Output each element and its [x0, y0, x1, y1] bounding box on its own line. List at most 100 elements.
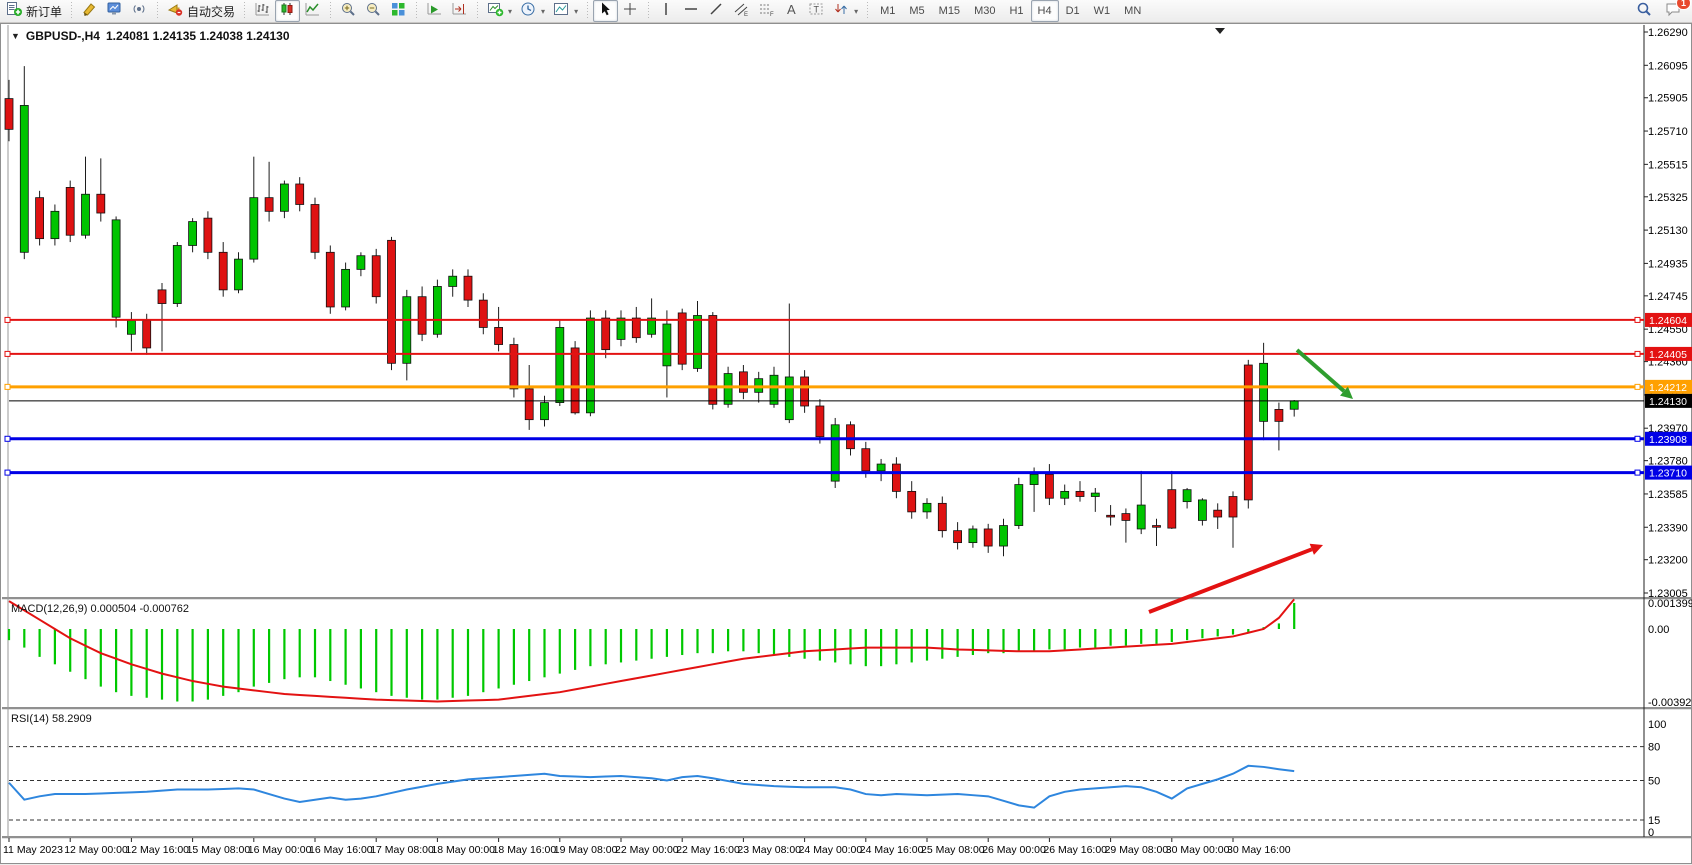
timeframe-label: W1 [1093, 5, 1111, 17]
auto-scroll-button[interactable] [422, 0, 447, 22]
chart-candles-button[interactable] [275, 0, 301, 22]
candle-bearish [1045, 473, 1054, 499]
text-button[interactable]: A [779, 0, 804, 22]
price-tick-label: 1.24745 [1648, 291, 1688, 303]
chart-canvas[interactable]: 1.26290 1.26095 1.25905 1.25710 1.25515 1.253… [1, 24, 1692, 865]
text-label-button[interactable]: T [804, 0, 829, 22]
line-anchor-handle[interactable] [4, 435, 11, 442]
rsi-line[interactable] [8, 764, 1295, 809]
price-tag-1.24604: 1.24604 [1645, 312, 1692, 327]
chart-line-button[interactable] [300, 0, 325, 22]
tf-m30[interactable]: M30 [967, 0, 1002, 22]
toolbar-separator [865, 2, 871, 20]
styler-button[interactable] [77, 0, 102, 22]
timeframe-label: D1 [1065, 5, 1080, 17]
candle-bearish [142, 320, 152, 349]
svg-text:T: T [814, 4, 820, 14]
tf-h4[interactable]: H4 [1030, 0, 1059, 22]
zoom-out-button[interactable] [361, 0, 386, 22]
candle-bullish [1182, 489, 1192, 503]
auto-trading-button[interactable]: 自动交易 [163, 0, 239, 22]
tf-d1[interactable]: D1 [1059, 0, 1087, 22]
support-line-1[interactable] [4, 435, 1644, 442]
line-anchor-handle[interactable] [1634, 383, 1641, 390]
red-up-arrow[interactable] [1148, 543, 1323, 614]
line-anchor-handle[interactable] [4, 316, 11, 323]
collapse-panel-icon[interactable]: ▼ [11, 31, 20, 41]
candle-bullish [586, 317, 595, 414]
indicators-button[interactable]: ▾ [483, 0, 516, 22]
new-order-button[interactable]: 新订单 [2, 0, 66, 22]
candle-bullish [279, 183, 289, 212]
zoom-in-button[interactable] [336, 0, 361, 22]
chart-shift-button[interactable] [447, 0, 472, 22]
horizontal-line-button[interactable] [679, 0, 704, 22]
arrows-button[interactable]: ▾ [829, 0, 862, 22]
tf-h1[interactable]: H1 [1002, 0, 1030, 22]
line-anchor-handle[interactable] [4, 383, 11, 390]
chart-shift-marker[interactable] [1215, 28, 1225, 34]
tf-m1[interactable]: M1 [873, 0, 902, 22]
chart-bars-button[interactable] [250, 0, 275, 22]
candle-bullish [1198, 499, 1207, 521]
rsi-axis-label: 80 [1648, 742, 1660, 754]
market-watch-button[interactable] [102, 0, 127, 22]
tf-m5[interactable]: M5 [902, 0, 931, 22]
price-tag-1.23710: 1.23710 [1645, 465, 1692, 480]
pivot-line-orange[interactable] [4, 383, 1644, 390]
tf-mn[interactable]: MN [1117, 0, 1148, 22]
signal-button[interactable] [127, 0, 152, 22]
line-anchor-handle[interactable] [1634, 469, 1641, 476]
chart-window: 1.26290 1.26095 1.25905 1.25710 1.25515 1.253… [0, 23, 1692, 864]
chart-shift-icon [451, 1, 468, 22]
candle-bearish [65, 187, 75, 236]
cursor-button[interactable] [593, 0, 619, 22]
tile-windows-button[interactable] [386, 0, 411, 22]
price-tick-label: 1.25905 [1648, 93, 1688, 105]
macd-signal-line[interactable] [8, 598, 1295, 703]
line-anchor-handle[interactable] [4, 469, 11, 476]
autotrade-icon [167, 1, 184, 22]
rsi-label: RSI(14) 58.2909 [11, 713, 92, 725]
tile-windows-icon [390, 1, 407, 22]
tf-w1[interactable]: W1 [1087, 0, 1118, 22]
line-anchor-handle[interactable] [4, 350, 11, 357]
auto-scroll-icon [426, 1, 443, 22]
support-line-2[interactable] [4, 469, 1644, 476]
fibonacci-button[interactable]: F [754, 0, 779, 22]
candle-bearish [800, 376, 809, 407]
chevron-down-icon: ▾ [854, 6, 859, 16]
time-tick-label: 26 May 00:00 [982, 844, 1046, 856]
line-anchor-handle[interactable] [1634, 350, 1641, 357]
macd-label: MACD(12,26,9) 0.000504 -0.000762 [11, 603, 189, 615]
candle-bullish [555, 327, 565, 403]
candle-bearish [417, 296, 427, 335]
candle-bearish [295, 183, 305, 205]
line-anchor-handle[interactable] [1634, 435, 1641, 442]
time-tick-label: 26 May 16:00 [1043, 844, 1107, 856]
chart-plot-area[interactable] [9, 25, 1644, 598]
crosshair-button[interactable] [618, 0, 643, 22]
line-anchor-handle[interactable] [1634, 316, 1641, 323]
tf-m15[interactable]: M15 [932, 0, 967, 22]
green-down-arrow[interactable] [1295, 348, 1353, 399]
rsi-axis-label: 0 [1648, 827, 1654, 839]
price-tick-label: 1.23005 [1648, 588, 1688, 600]
resistance-line-2[interactable] [4, 350, 1644, 357]
trend-line-button[interactable] [704, 0, 729, 22]
signal-icon [131, 1, 148, 22]
button-label: 新订单 [26, 4, 63, 19]
new-order-icon [6, 1, 23, 22]
equidistant-channel-button[interactable]: E [729, 0, 754, 22]
candle-bearish [1213, 509, 1223, 518]
templates-button[interactable]: ▾ [549, 0, 582, 22]
vertical-line-button[interactable] [654, 0, 679, 22]
macd-axis-label: -0.003929 [1648, 697, 1692, 709]
search-button[interactable] [1632, 0, 1657, 22]
timeframe-label: H1 [1009, 5, 1024, 17]
periods-button[interactable]: ▾ [516, 0, 549, 22]
toolbar-separator [414, 2, 420, 20]
chart-line-icon [304, 1, 321, 22]
resistance-line-1[interactable] [4, 316, 1644, 323]
